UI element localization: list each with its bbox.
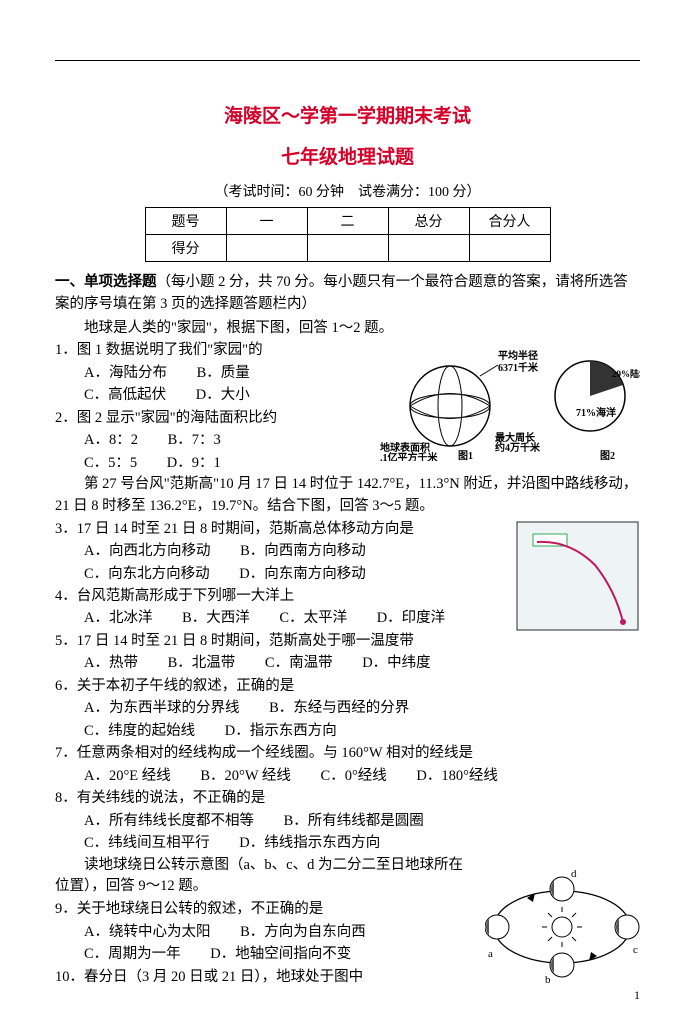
svg-text:图1: 图1 xyxy=(458,450,473,461)
q1-b: B．质量 xyxy=(197,362,250,384)
score-table: 题号 一 二 总分 合分人 得分 xyxy=(145,207,551,262)
q6-d: D．指示东西方向 xyxy=(225,720,337,742)
q5-b: B．北温带 xyxy=(168,652,236,674)
q3-a: A．向西北方向移动 xyxy=(84,540,210,562)
q1-2-intro: 地球是人类的"家园"，根据下图，回答 1～2 题。 xyxy=(55,318,640,340)
score-cell: 二 xyxy=(307,208,388,235)
exam-info: （考试时间：60 分钟 试卷满分：100 分） xyxy=(55,181,640,201)
exam-page: 海陵区～学第一学期期末考试 七年级地理试题 （考试时间：60 分钟 试卷满分：1… xyxy=(0,0,695,1011)
q6-c: C．纬度的起始线 xyxy=(84,720,195,742)
svg-text:平均半径: 平均半径 xyxy=(498,349,538,362)
orbit-svg: a d c b xyxy=(485,857,640,987)
q7-d: D．180°经线 xyxy=(416,765,498,787)
section-1-heading: 一、单项选择题（每小题 2 分，共 70 分。每小题只有一个最符合题意的答案，请… xyxy=(55,272,640,316)
exam-title-2: 七年级地理试题 xyxy=(55,142,640,169)
q1-a: A．海陆分布 xyxy=(84,362,167,384)
score-cell: 合分人 xyxy=(469,208,550,235)
score-cell: 题号 xyxy=(145,208,226,235)
q2-a: A．8：2 xyxy=(84,429,138,451)
figure-typhoon xyxy=(515,520,640,640)
score-cell: 一 xyxy=(226,208,307,235)
q4-d: D．印度洋 xyxy=(377,607,445,629)
q6-a: A．为东西半球的分界线 xyxy=(84,697,239,719)
typhoon-svg xyxy=(515,520,640,640)
typhoon-intro: 第 27 号台风"范斯高"10 月 17 日 14 时位于 142.7°E，11… xyxy=(55,474,640,518)
score-cell xyxy=(226,235,307,262)
q3-d: D．向东南方向移动 xyxy=(239,563,365,585)
q9-b: B．方向为自东向西 xyxy=(240,921,366,943)
figure-1-2: 平均半径 6371千米 地球表面积 5.1亿平方千米 最大周长 约4万千米 图1… xyxy=(380,341,640,461)
q3-b: B．向西南方向移动 xyxy=(240,540,366,562)
q4-b: B．大西洋 xyxy=(182,607,250,629)
score-cell xyxy=(307,235,388,262)
score-cell: 得分 xyxy=(145,235,226,262)
q7-stem: 7．任意两条相对的经线构成一个经线圈。与 160°W 相对的经线是 xyxy=(55,742,640,764)
exam-title-1: 海陵区～学第一学期期末考试 xyxy=(55,101,640,128)
q5-opts: A．热带 B．北温带 C．南温带 D．中纬度 xyxy=(55,652,640,674)
q8-b: B．所有纬线都是圆圈 xyxy=(284,810,424,832)
q5-d: D．中纬度 xyxy=(362,652,430,674)
q8-c: C．纬线间互相平行 xyxy=(84,832,210,854)
q6-stem: 6．关于本初子午线的叙述，正确的是 xyxy=(55,675,640,697)
q8-d: D．纬线指示东西方向 xyxy=(239,832,380,854)
table-row: 得分 xyxy=(145,235,550,262)
q9-c: C．周期为一年 xyxy=(84,943,181,965)
q3-c: C．向东北方向移动 xyxy=(84,563,210,585)
q9-d: D．地轴空间指向不变 xyxy=(210,943,351,965)
q6-opts: A．为东西半球的分界线 B．东经与西经的分界 xyxy=(55,697,640,719)
svg-text:b: b xyxy=(545,974,551,986)
top-rule xyxy=(55,60,640,61)
q7-c: C．0°经线 xyxy=(321,765,387,787)
q8-opts: A．所有纬线长度都不相等 B．所有纬线都是圆圈 xyxy=(55,810,640,832)
q7-b: B．20°W 经线 xyxy=(200,765,291,787)
page-number: 1 xyxy=(634,988,640,1003)
svg-text:5.1亿平方千米: 5.1亿平方千米 xyxy=(380,451,438,461)
q4-a: A．北冰洋 xyxy=(84,607,152,629)
svg-text:a: a xyxy=(488,948,493,960)
svg-text:c: c xyxy=(633,944,638,956)
q6-opts2: C．纬度的起始线 D．指示东西方向 xyxy=(55,720,640,742)
score-cell: 总分 xyxy=(388,208,469,235)
score-cell xyxy=(469,235,550,262)
q2-b: B．7：3 xyxy=(168,429,221,451)
q5-c: C．南温带 xyxy=(265,652,333,674)
q8-opts2: C．纬线间互相平行 D．纬线指示东西方向 xyxy=(55,832,640,854)
earth-and-pie-svg: 平均半径 6371千米 地球表面积 5.1亿平方千米 最大周长 约4万千米 图1… xyxy=(380,341,640,461)
svg-text:71%海洋: 71%海洋 xyxy=(576,406,616,419)
q5-a: A．热带 xyxy=(84,652,138,674)
q1-d: D．大小 xyxy=(196,384,250,406)
score-cell xyxy=(388,235,469,262)
q2-c: C．5：5 xyxy=(84,452,137,474)
svg-text:图2: 图2 xyxy=(600,450,615,461)
table-row: 题号 一 二 总分 合分人 xyxy=(145,208,550,235)
svg-text:d: d xyxy=(571,868,577,880)
q1-c: C．高低起伏 xyxy=(84,384,166,406)
q7-a: A．20°E 经线 xyxy=(84,765,171,787)
section-1-bold: 一、单项选择题 xyxy=(55,274,157,290)
q9-a: A．绕转中心为太阳 xyxy=(84,921,210,943)
q8-a: A．所有纬线长度都不相等 xyxy=(84,810,254,832)
q6-b: B．东经与西经的分界 xyxy=(269,697,409,719)
svg-text:6371千米: 6371千米 xyxy=(498,361,539,374)
q8-stem: 8．有关纬线的说法，不正确的是 xyxy=(55,787,640,809)
q4-c: C．太平洋 xyxy=(279,607,347,629)
svg-text:29%陆地: 29%陆地 xyxy=(612,368,640,379)
q7-opts: A．20°E 经线 B．20°W 经线 C．0°经线 D．180°经线 xyxy=(55,765,640,787)
figure-orbit: a d c b xyxy=(485,857,640,987)
svg-text:约4万千米: 约4万千米 xyxy=(495,441,541,454)
q2-d: D．9：1 xyxy=(167,452,221,474)
